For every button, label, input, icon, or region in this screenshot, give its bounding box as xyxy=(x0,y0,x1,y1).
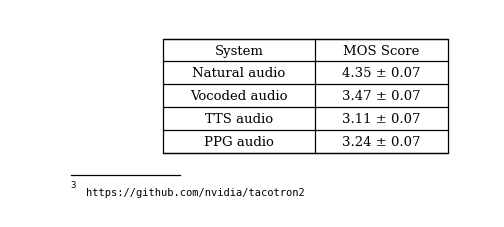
Text: 3: 3 xyxy=(71,180,76,189)
Text: 3.47 ± 0.07: 3.47 ± 0.07 xyxy=(342,90,421,103)
Text: PPG audio: PPG audio xyxy=(204,135,274,148)
Text: TTS audio: TTS audio xyxy=(205,113,273,126)
Text: 3.24 ± 0.07: 3.24 ± 0.07 xyxy=(342,135,421,148)
Text: 4.35 ± 0.07: 4.35 ± 0.07 xyxy=(342,67,421,80)
Text: Vocoded audio: Vocoded audio xyxy=(190,90,288,103)
Text: Natural audio: Natural audio xyxy=(192,67,285,80)
Text: 3.11 ± 0.07: 3.11 ± 0.07 xyxy=(342,113,421,126)
Text: https://github.com/nvidia/tacotron2: https://github.com/nvidia/tacotron2 xyxy=(86,187,304,197)
Text: MOS Score: MOS Score xyxy=(343,44,420,57)
Text: System: System xyxy=(214,44,263,57)
